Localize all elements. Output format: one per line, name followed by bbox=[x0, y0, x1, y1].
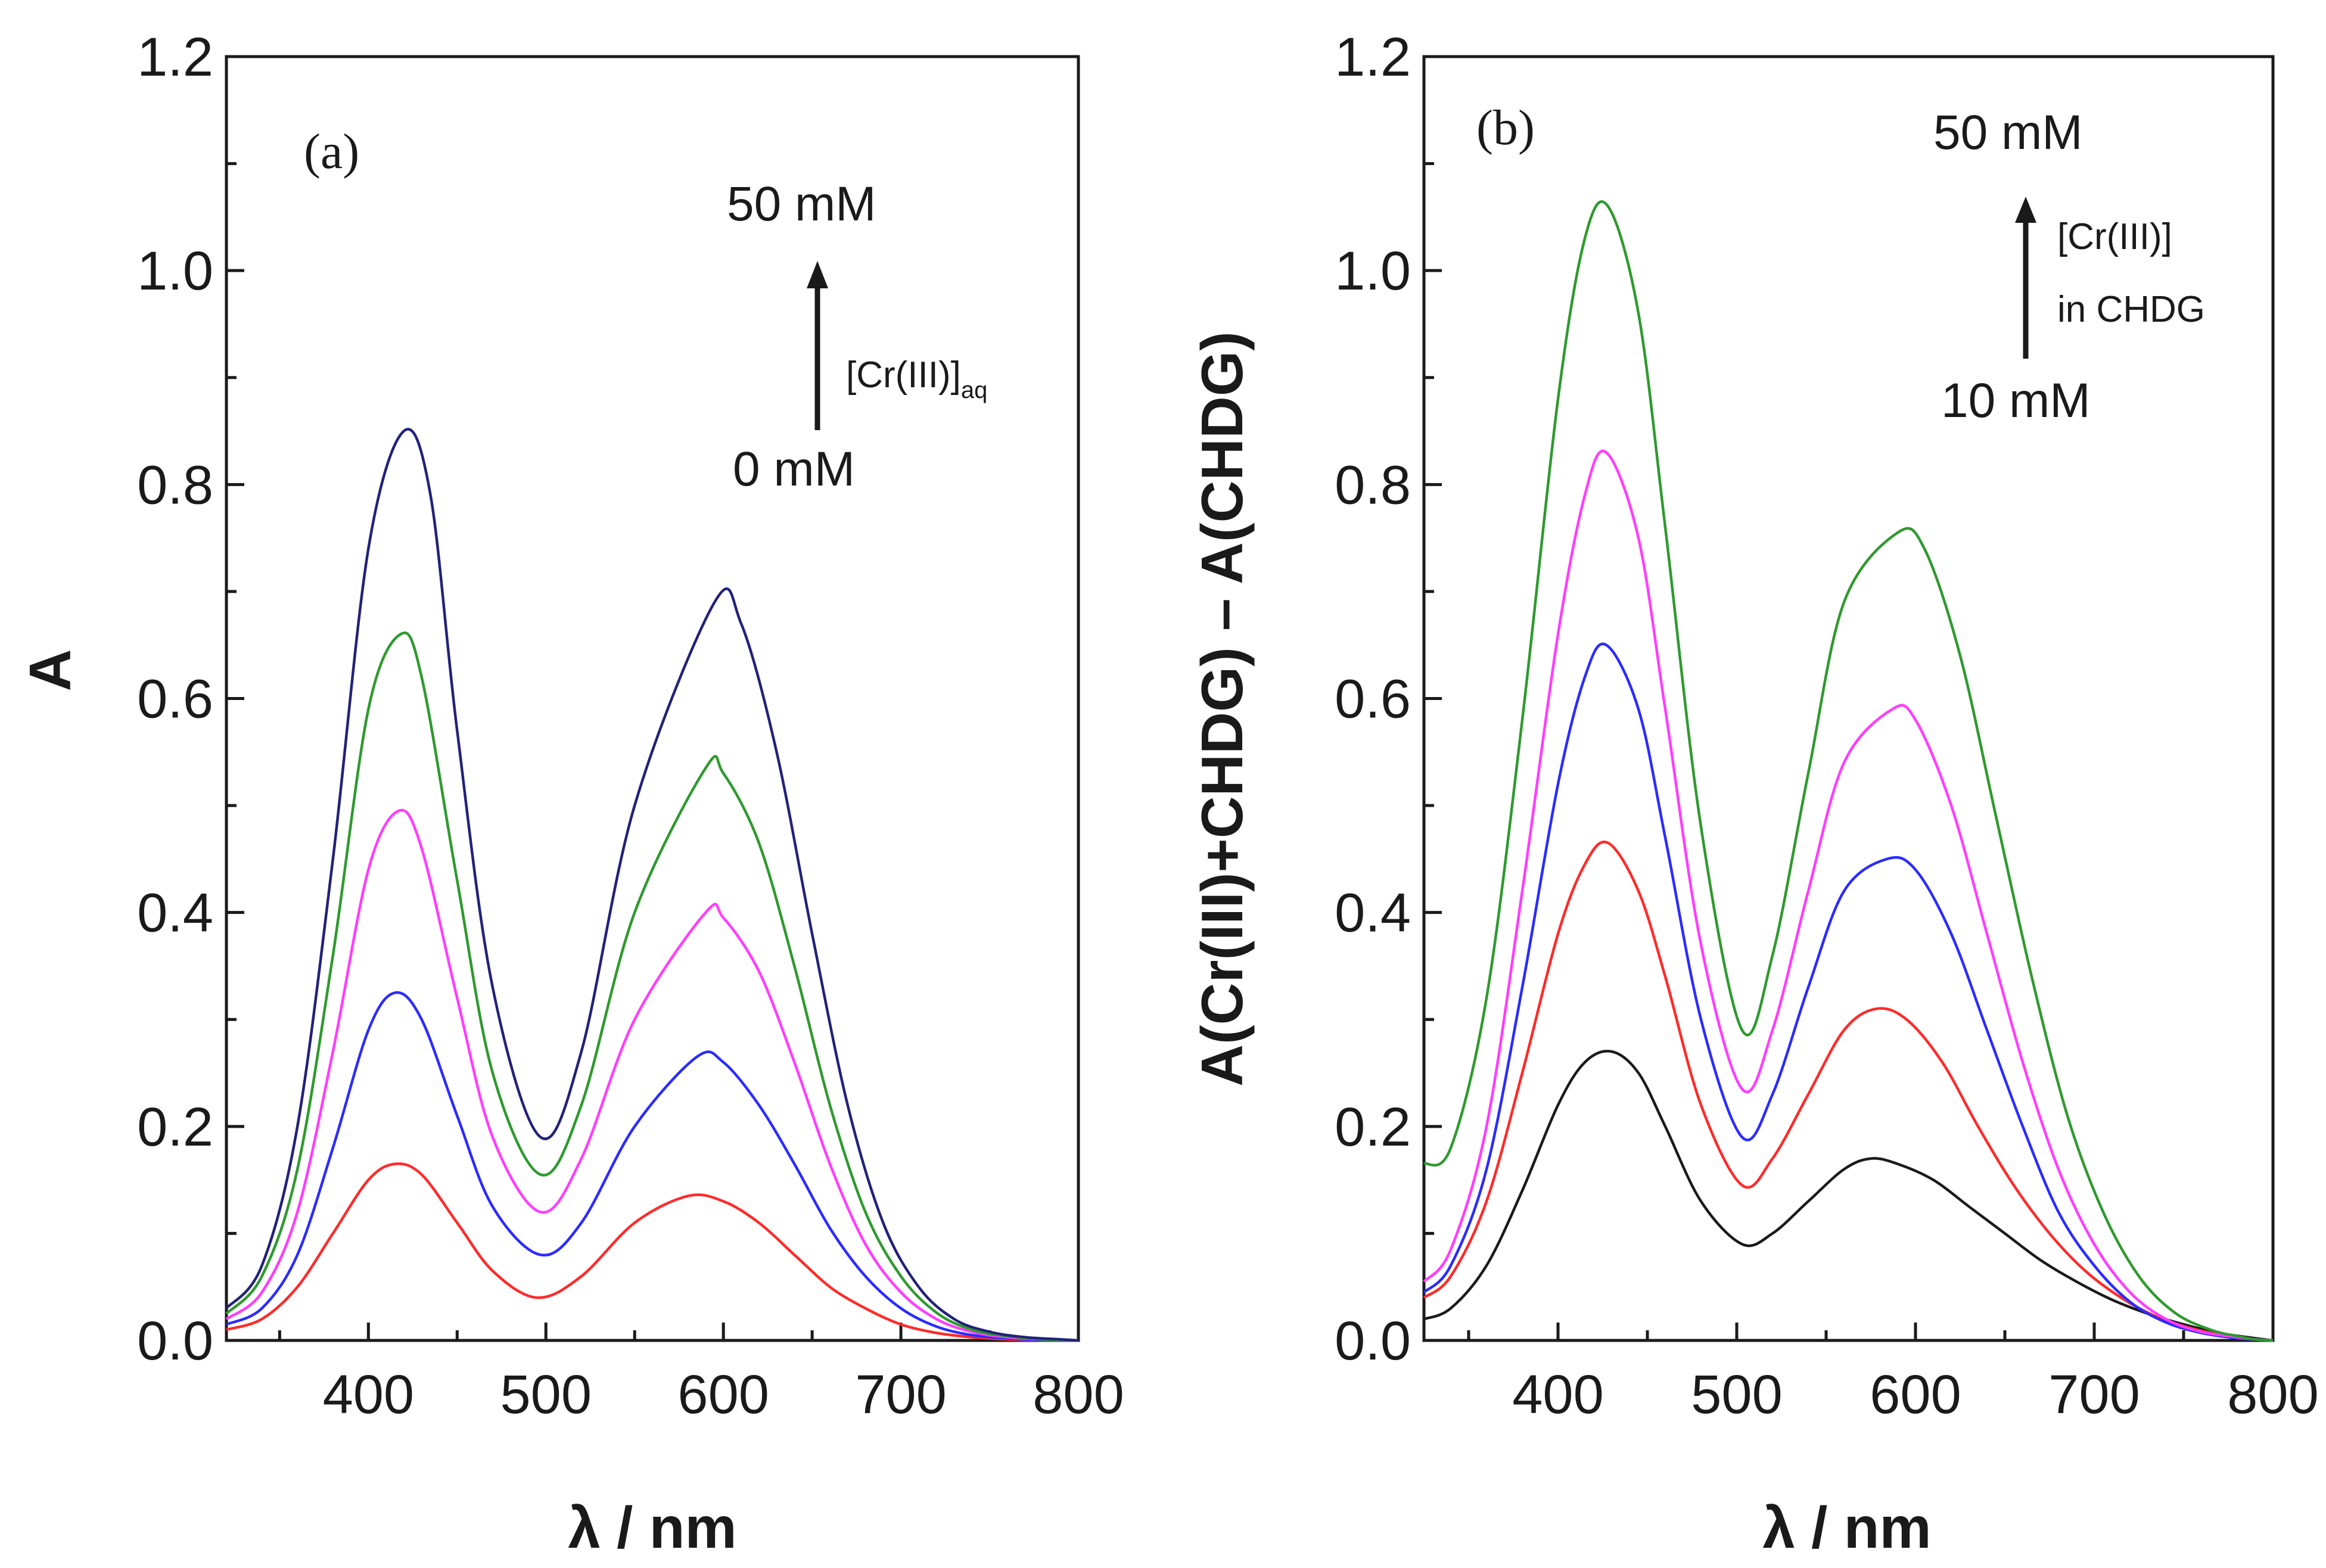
y-axis-title: A bbox=[17, 649, 83, 692]
y-tick-label: 1.0 bbox=[1335, 241, 1411, 301]
annotation-label-main: [Cr(III)] bbox=[846, 354, 961, 396]
y-tick-label: 0.0 bbox=[137, 1311, 213, 1371]
y-tick-label: 0.4 bbox=[137, 883, 213, 944]
series-line-4 bbox=[225, 428, 1079, 1342]
panel-a: (a) 50 mM 0 mM [Cr(III)]aq λ / nm A 0.0 0… bbox=[17, 27, 1124, 1560]
annotation-arrow bbox=[2015, 197, 2036, 359]
annotation-top: 50 mM bbox=[727, 177, 876, 231]
y-axis-title: A(Cr(III)+CHDG) – A(CHDG) bbox=[1189, 331, 1255, 1087]
y-tick-label: 0.8 bbox=[137, 455, 213, 515]
x-tick-label: 800 bbox=[1033, 1364, 1124, 1425]
panel-b: (b) 50 mM 10 mM [Cr(III)] in CHDG λ / nm… bbox=[1189, 27, 2319, 1560]
x-axis-title: λ / nm bbox=[1762, 1495, 1931, 1560]
x-tick-label: 700 bbox=[855, 1364, 947, 1425]
annotation-label-line1: [Cr(III)] bbox=[2057, 216, 2172, 257]
series-line-0 bbox=[226, 1162, 1079, 1342]
panel-label: (a) bbox=[304, 124, 359, 179]
annotation-label: [Cr(III)]aq bbox=[846, 354, 987, 403]
y-tick-label: 0.2 bbox=[1335, 1097, 1411, 1158]
annotation-bottom: 10 mM bbox=[1941, 374, 2091, 428]
series-line-0 bbox=[1423, 1050, 2274, 1342]
annotation-label-line2: in CHDG bbox=[2057, 289, 2205, 330]
x-tick-label: 500 bbox=[500, 1364, 592, 1425]
x-tick-label: 800 bbox=[2227, 1364, 2319, 1425]
annotation-top: 50 mM bbox=[1933, 105, 2083, 160]
x-tick-label: 400 bbox=[323, 1364, 415, 1425]
annotation-bottom: 0 mM bbox=[733, 442, 855, 496]
series-line-2 bbox=[1423, 642, 2274, 1342]
series-line-1 bbox=[226, 991, 1079, 1342]
y-tick-label: 0.4 bbox=[1335, 883, 1411, 944]
series-line-3 bbox=[1423, 449, 2274, 1342]
series-line-1 bbox=[1423, 841, 2274, 1342]
x-tick-label: 600 bbox=[1870, 1364, 1961, 1425]
y-tick-label: 0.2 bbox=[137, 1097, 213, 1158]
y-tick-label: 0.6 bbox=[137, 669, 213, 730]
x-tick-label: 600 bbox=[677, 1364, 769, 1425]
x-tick-label: 500 bbox=[1691, 1364, 1783, 1425]
y-tick-label: 1.0 bbox=[137, 241, 213, 301]
x-tick-label: 400 bbox=[1512, 1364, 1604, 1425]
y-tick-label: 0.6 bbox=[1335, 669, 1411, 730]
annotation-label-sub: aq bbox=[961, 377, 988, 403]
series-line-2 bbox=[225, 808, 1079, 1342]
y-tick-label: 0.0 bbox=[1335, 1311, 1411, 1371]
y-tick-label: 1.2 bbox=[137, 27, 213, 88]
y-tick-label: 1.2 bbox=[1335, 27, 1411, 88]
x-tick-label: 700 bbox=[2048, 1364, 2140, 1425]
series-line-4 bbox=[1423, 200, 2274, 1342]
panel-label: (b) bbox=[1476, 100, 1535, 155]
annotation-arrow bbox=[807, 261, 828, 430]
series-line-3 bbox=[225, 631, 1079, 1342]
x-axis-title: λ / nm bbox=[568, 1495, 736, 1560]
y-tick-label: 0.8 bbox=[1335, 455, 1411, 515]
